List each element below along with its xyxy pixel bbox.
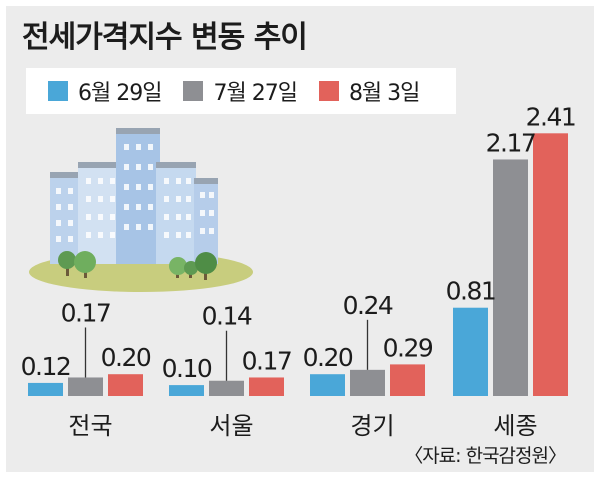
bar-nationwide-series-1	[28, 382, 63, 396]
bar-nationwide-series-2	[68, 377, 103, 396]
bar-chart: 0.12 0.17 0.20 0.10 0.14 0.17 0.20 0.24 0.29 0.81…	[21, 102, 577, 440]
value-label-seoul-series-2: 0.14	[202, 302, 252, 331]
legend-label-series-3: 8월 3일	[348, 81, 420, 106]
value-labels: 0.12 0.17 0.20 0.10 0.14 0.17 0.20 0.24 0.29 0.81…	[21, 102, 577, 383]
bar-seoul-series-1	[169, 385, 204, 396]
legend-item-series-1: 6월 29일	[48, 75, 162, 107]
legend-swatch-series-3	[318, 81, 339, 101]
value-label-nationwide-series-1: 0.12	[21, 352, 71, 381]
chart-title: 전세가격지수 변동 추이	[22, 20, 308, 55]
value-label-gyeonggi-series-2: 0.24	[343, 291, 393, 320]
bar-seoul-series-3	[249, 377, 284, 396]
bar-seoul-series-2	[209, 380, 244, 396]
chart-canvas: 전세가격지수 변동 추이 6월 29일 7월 27일 8월 3일	[6, 6, 594, 472]
category-label-gyeonggi: 경기	[350, 412, 394, 440]
legend-swatch-series-1	[48, 81, 68, 101]
value-label-nationwide-series-2: 0.17	[61, 298, 111, 327]
value-label-sejong-series-3: 2.41	[526, 102, 576, 131]
legend: 6월 29일 7월 27일 8월 3일	[26, 68, 456, 114]
value-label-sejong-series-2: 2.17	[486, 128, 536, 157]
bar-gyeonggi-series-1	[310, 374, 345, 396]
legend-label-series-1: 6월 29일	[78, 81, 162, 106]
category-label-sejong: 세종	[493, 412, 537, 440]
value-label-sejong-series-1: 0.81	[446, 277, 496, 306]
legend-label-series-2: 7월 27일	[213, 81, 297, 106]
bar-sejong-series-2	[493, 159, 528, 396]
legend-item-series-3: 8월 3일	[318, 75, 420, 107]
source-note: 〈자료: 한국감정원〉	[404, 445, 567, 467]
apartment-illustration-icon	[29, 128, 253, 292]
value-label-nationwide-series-3: 0.20	[101, 343, 151, 372]
category-label-nationwide: 전국	[68, 412, 112, 440]
value-label-seoul-series-1: 0.10	[162, 354, 212, 383]
value-label-gyeonggi-series-3: 0.29	[383, 333, 433, 362]
value-label-gyeonggi-series-1: 0.20	[303, 343, 353, 372]
legend-item-series-2: 7월 27일	[183, 75, 298, 107]
value-label-seoul-series-3: 0.17	[242, 346, 292, 375]
legend-swatch-series-2	[183, 81, 204, 101]
label-leaders	[84, 319, 369, 381]
bar-nationwide-series-3	[108, 374, 143, 396]
bars-group	[28, 133, 568, 396]
category-label-seoul: 서울	[209, 412, 253, 440]
bar-sejong-series-1	[453, 307, 488, 396]
bar-sejong-series-3	[533, 133, 568, 396]
category-labels: 전국 서울 경기 세종	[68, 412, 537, 440]
bar-gyeonggi-series-2	[350, 369, 385, 396]
bar-gyeonggi-series-3	[390, 364, 425, 396]
